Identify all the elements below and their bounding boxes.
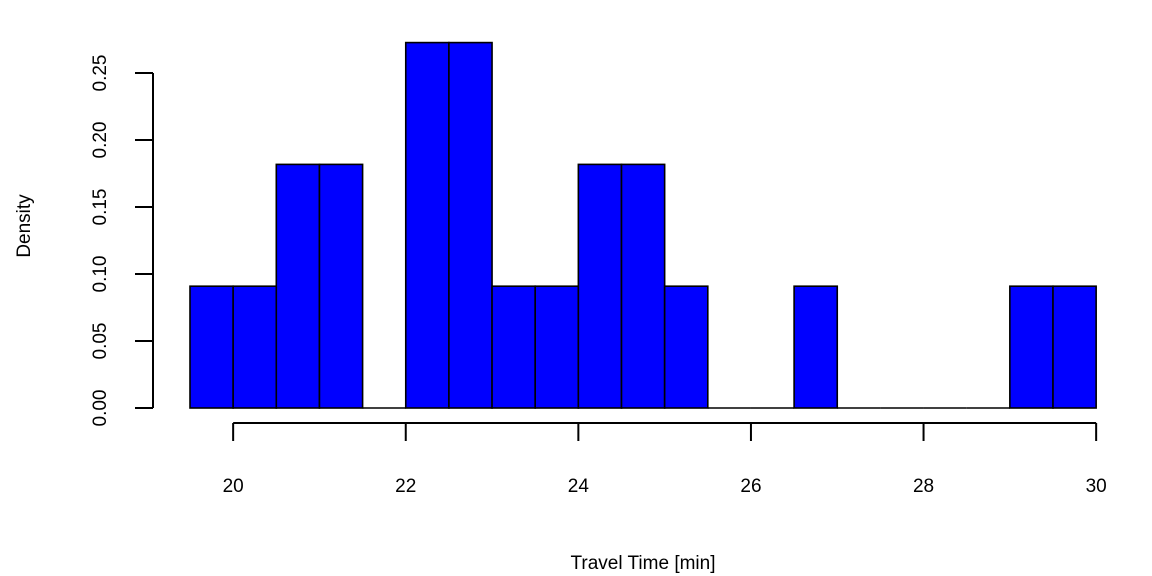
x-axis-title: Travel Time [min] <box>571 553 716 574</box>
x-tick-label: 20 <box>223 476 244 497</box>
y-tick-label: 0.20 <box>90 122 111 159</box>
histogram-bar <box>620 163 666 409</box>
histogram-bar <box>1052 285 1097 409</box>
histogram-bar <box>663 285 709 409</box>
y-axis: 0.00 0.05 0.10 0.15 0.20 0.25 <box>90 55 154 427</box>
x-tick-label: 24 <box>568 476 590 497</box>
histogram-bar <box>275 163 321 409</box>
histogram-bar <box>491 285 536 409</box>
y-tick-label: 0.00 <box>90 390 111 427</box>
y-tick-label: 0.15 <box>90 189 111 226</box>
x-axis: 20 22 24 26 28 30 <box>223 422 1107 497</box>
histogram-bar <box>189 285 234 409</box>
x-tick-label: 26 <box>740 476 761 497</box>
histogram-bars <box>189 41 1097 409</box>
y-tick-label: 0.05 <box>90 323 111 360</box>
histogram-bar <box>318 163 364 409</box>
y-tick-label: 0.10 <box>90 256 111 293</box>
histogram-bar <box>577 163 623 409</box>
histogram-bar <box>1009 285 1054 409</box>
y-tick-label: 0.25 <box>90 55 111 92</box>
x-tick-label: 28 <box>913 476 934 497</box>
histogram-bar <box>448 41 493 409</box>
histogram-bar <box>793 285 839 409</box>
y-axis-title: Density <box>14 194 35 258</box>
histogram-bar <box>534 285 580 409</box>
histogram-bar <box>232 285 278 409</box>
histogram-bar <box>404 41 450 409</box>
x-tick-label: 22 <box>395 476 416 497</box>
x-tick-label: 30 <box>1086 476 1107 497</box>
